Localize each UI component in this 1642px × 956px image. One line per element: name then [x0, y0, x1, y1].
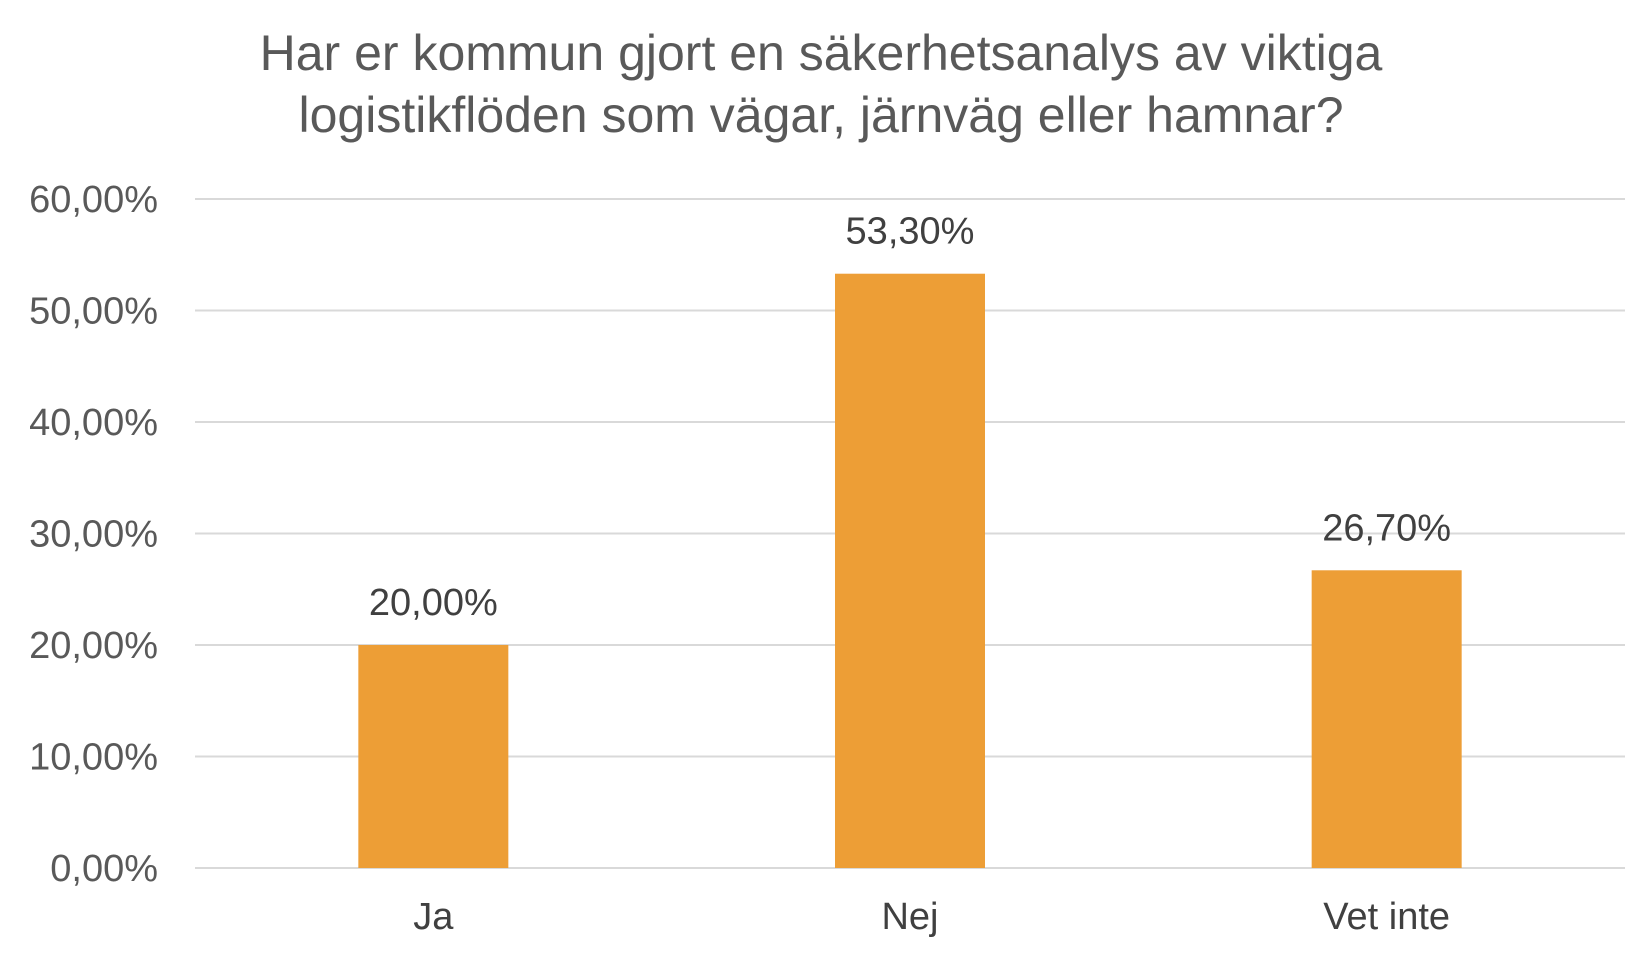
y-tick-label: 30,00%: [29, 514, 158, 556]
y-tick-label: 10,00%: [29, 737, 158, 779]
x-axis-category-labels: Ja Nej Vet inte: [413, 896, 1450, 938]
y-tick-label: 0,00%: [50, 848, 158, 890]
y-axis-tick-labels: 0,00% 10,00% 20,00% 30,00% 40,00% 50,00% 60,00…: [29, 179, 158, 890]
chart-title-line-1: Har er kommun gjort en säkerhetsanalys a…: [259, 25, 1383, 81]
data-label: 53,30%: [846, 211, 975, 253]
chart-title-line-2: logistikflöden som vägar, järnväg eller …: [298, 87, 1344, 143]
y-tick-label: 20,00%: [29, 625, 158, 667]
y-tick-label: 60,00%: [29, 179, 158, 221]
bar-nej: [835, 273, 985, 869]
data-label: 26,70%: [1322, 507, 1451, 549]
bar-vet-inte: [1311, 570, 1462, 868]
chart-title: Har er kommun gjort en säkerhetsanalys a…: [0, 22, 1642, 146]
data-label: 20,00%: [369, 582, 498, 624]
bars: [358, 273, 1462, 869]
category-label: Ja: [413, 896, 454, 938]
y-tick-label: 50,00%: [29, 291, 158, 333]
category-label: Nej: [881, 896, 938, 938]
category-label: Vet inte: [1323, 896, 1450, 938]
y-tick-label: 40,00%: [29, 402, 158, 444]
bar-ja: [358, 645, 509, 868]
data-labels: 20,00% 53,30% 26,70%: [369, 211, 1451, 624]
